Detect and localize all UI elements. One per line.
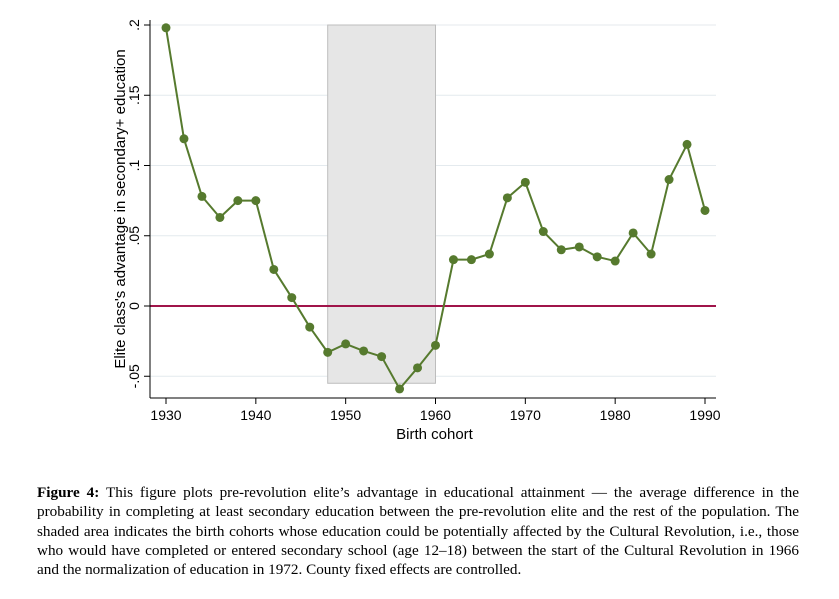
data-point <box>395 384 405 394</box>
data-point <box>431 340 440 350</box>
data-point <box>377 352 387 362</box>
data-point <box>359 346 369 356</box>
x-tick-label: 1990 <box>689 407 720 423</box>
data-point <box>179 134 189 144</box>
y-tick-label: .2 <box>126 19 142 31</box>
caption-text: This figure plots pre-revolution elite’s… <box>37 484 799 579</box>
y-tick-label: .1 <box>126 159 142 171</box>
y-tick-label: .05 <box>126 226 142 246</box>
data-point <box>233 196 243 206</box>
data-point <box>538 227 548 237</box>
data-point <box>502 193 512 203</box>
y-tick-label: 0 <box>126 302 142 310</box>
y-tick-label: .15 <box>126 85 142 105</box>
cultural-revolution-shaded-region <box>327 24 437 384</box>
data-point <box>520 177 530 187</box>
data-point <box>466 255 476 265</box>
series-line <box>161 23 710 394</box>
figure-caption: Figure 4: This figure plots pre-revoluti… <box>37 483 799 579</box>
data-point <box>646 249 656 259</box>
data-point <box>269 264 279 274</box>
data-point <box>628 228 638 238</box>
data-point <box>556 245 566 255</box>
data-point <box>574 242 584 252</box>
data-point <box>287 293 297 303</box>
x-tick-label: 1940 <box>240 407 271 423</box>
data-point <box>484 249 494 259</box>
chart: -.05 0 .05 .1 .15 .2 1930 1940 1950 1960 1970 1980 1… <box>112 19 721 443</box>
x-tick-label: 1980 <box>600 407 631 423</box>
data-point <box>341 339 351 349</box>
data-point <box>448 255 458 265</box>
x-axis-label: Birth cohort <box>396 426 474 443</box>
data-point <box>664 175 674 185</box>
data-point <box>610 256 620 266</box>
data-point <box>700 205 710 215</box>
data-point <box>251 196 261 206</box>
x-tick-label: 1930 <box>150 407 181 423</box>
axes: -.05 0 .05 .1 .15 .2 1930 1940 1950 1960 1970 1980 1… <box>126 19 721 423</box>
x-tick-label: 1970 <box>510 407 541 423</box>
x-tick-label: 1960 <box>420 407 451 423</box>
data-point <box>215 212 225 222</box>
data-point <box>323 347 333 357</box>
y-tick-label: -.05 <box>126 364 142 388</box>
data-point <box>161 23 171 33</box>
data-point <box>592 252 602 262</box>
data-point <box>682 139 692 149</box>
x-tick-label: 1950 <box>330 407 361 423</box>
data-point <box>197 191 207 201</box>
data-point <box>413 363 423 373</box>
caption-label: Figure 4: <box>37 484 100 501</box>
y-axis-label: Elite class's advantage in secondary+ ed… <box>112 49 129 368</box>
data-point <box>305 322 315 332</box>
